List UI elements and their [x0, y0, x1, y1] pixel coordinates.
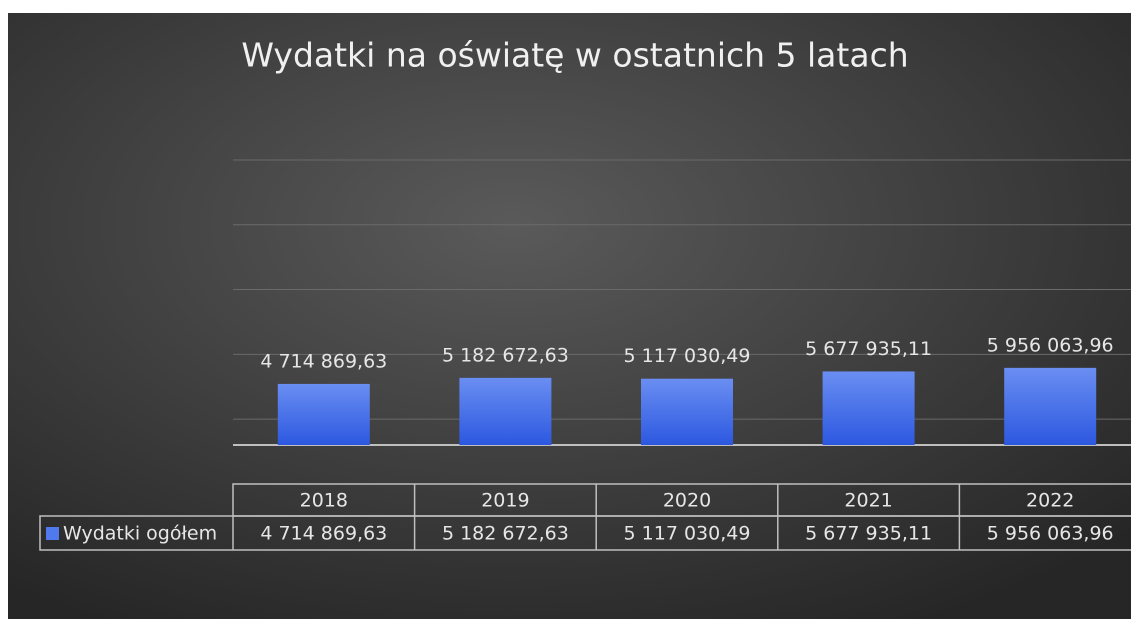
legend-label: Wydatki ogółem [63, 523, 217, 545]
table-category: 2019 [481, 490, 529, 512]
bar [641, 378, 733, 445]
table-value: 4 714 869,63 [260, 523, 387, 545]
table-category: 2018 [300, 490, 348, 512]
data-label: 5 677 935,11 [805, 338, 932, 360]
table-data-row [39, 515, 1131, 551]
bar [1004, 367, 1097, 445]
table-category: 2022 [1026, 490, 1074, 512]
table-value: 5 677 935,11 [805, 523, 932, 545]
legend-key [46, 527, 59, 540]
data-label: 5 117 030,49 [624, 345, 751, 367]
data-label: 4 714 869,63 [260, 350, 387, 372]
table-value: 5 956 063,96 [987, 523, 1114, 545]
bar [277, 383, 370, 445]
chart-title: Wydatki na oświatę w ostatnich 5 latach [241, 36, 908, 75]
bar [459, 377, 552, 445]
background [8, 13, 1131, 619]
table-category: 2020 [663, 490, 711, 512]
data-label: 5 956 063,96 [987, 334, 1114, 356]
bar [822, 371, 915, 445]
data-label: 5 182 672,63 [442, 344, 569, 366]
table-category: 2021 [844, 490, 892, 512]
table-value: 5 182 672,63 [442, 523, 569, 545]
table-value: 5 117 030,49 [624, 523, 751, 545]
